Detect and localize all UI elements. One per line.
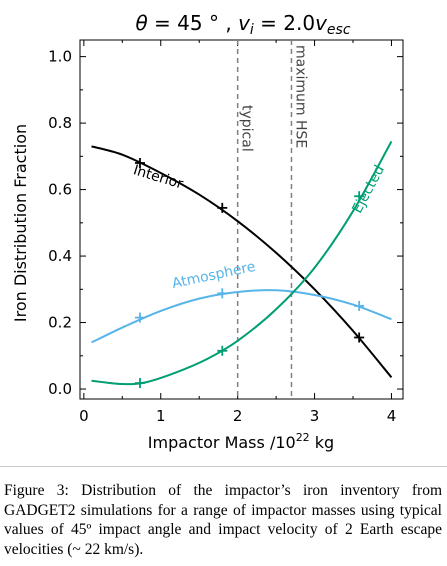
x-tick-label: 2 [233, 407, 243, 425]
vline-label: maximum HSE [292, 45, 308, 148]
x-tick-label: 4 [387, 407, 397, 425]
y-tick-label: 1.0 [48, 48, 72, 66]
data-point [217, 202, 228, 213]
series-label: Ejected [349, 163, 388, 216]
data-point [354, 332, 365, 343]
data-point [354, 191, 365, 202]
series-line-interior [91, 145, 393, 379]
plot-frame [79, 39, 404, 400]
series-line-atmosphere [91, 289, 392, 344]
x-tick-label: 1 [156, 407, 166, 425]
x-tick-label: 0 [79, 407, 89, 425]
caption-divider [0, 466, 447, 467]
chart-figure: θ = 45 ° , vi = 2.0vesc 0 1 2 3 4 0.0 0.2 0.4 0.… [11, 11, 404, 452]
y-tick-label: 0.4 [48, 247, 72, 265]
data-point [134, 157, 145, 168]
x-tick-label: 3 [310, 407, 320, 425]
data-point [354, 300, 365, 311]
figure-caption: Figure 3: Distribution of the impactor’s… [4, 482, 442, 558]
x-axis-label: Impactor Mass /1022 kg [148, 431, 334, 452]
plot-area: 0 1 2 3 4 0.0 0.2 0.4 0.6 0.8 1.0 typical maximum HS… [48, 39, 404, 425]
y-axis-label: Iron Distribution Fraction [11, 124, 30, 322]
y-tick-label: 0.0 [48, 380, 72, 398]
series-label: Atmosphere [171, 259, 257, 292]
chart-title: θ = 45 ° , vi = 2.0vesc [135, 11, 350, 38]
y-tick-label: 0.8 [48, 114, 72, 132]
data-point [217, 288, 228, 299]
data-point [134, 312, 145, 323]
y-tick-label: 0.6 [48, 181, 72, 199]
series-line-ejected [91, 140, 393, 386]
series-label: Interior [131, 162, 185, 192]
data-point [217, 345, 228, 356]
data-point [134, 378, 145, 389]
vline-label: typical [239, 105, 255, 152]
y-tick-label: 0.2 [48, 314, 72, 332]
